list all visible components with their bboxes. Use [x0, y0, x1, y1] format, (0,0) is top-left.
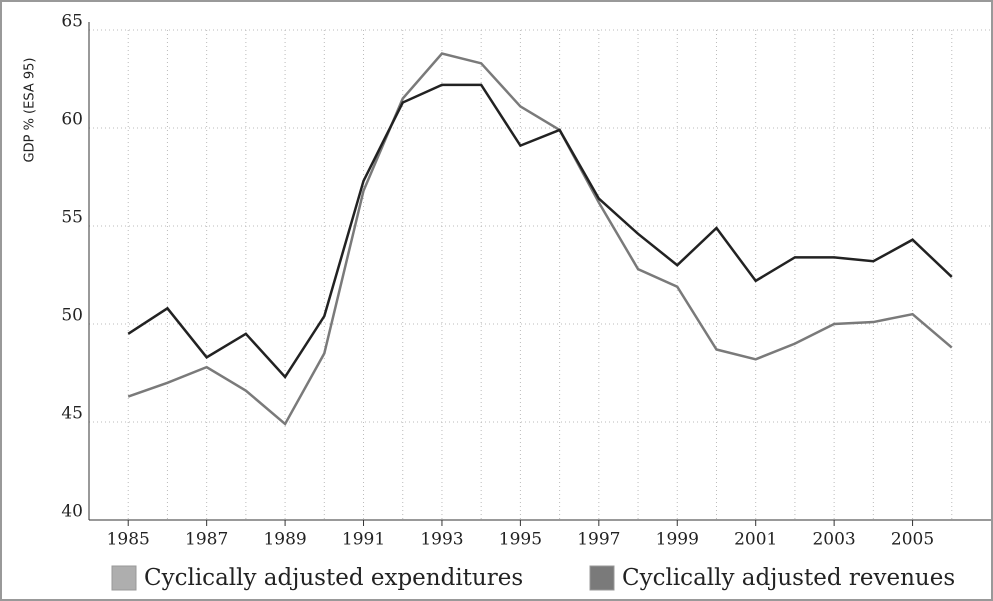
x-tick-label: 1999	[656, 530, 699, 550]
x-tick-label: 1991	[342, 530, 385, 550]
y-tick-label: 45	[61, 404, 83, 424]
x-tick-label: 2005	[891, 530, 934, 550]
x-tick-label: 1993	[420, 530, 463, 550]
y-tick-label: 60	[61, 110, 83, 130]
legend-label: Cyclically adjusted expenditures	[144, 565, 523, 591]
y-tick-label: 55	[61, 208, 83, 228]
y-tick-label: 40	[61, 502, 83, 522]
x-tick-label: 1987	[185, 530, 228, 550]
x-tick-label: 2003	[812, 530, 855, 550]
x-tick-label: 1995	[499, 530, 542, 550]
x-tick-label: 1985	[107, 530, 150, 550]
legend-label: Cyclically adjusted revenues	[622, 565, 955, 591]
y-tick-label: 50	[61, 306, 83, 326]
legend-swatch	[111, 565, 137, 591]
y-axis-label: GDP % (ESA 95)	[23, 58, 38, 163]
legend-swatch	[589, 565, 615, 591]
x-tick-label: 1997	[577, 530, 620, 550]
y-tick-label: 65	[61, 12, 83, 32]
x-tick-label: 1989	[263, 530, 306, 550]
series-line	[127, 83, 953, 379]
series-line	[127, 52, 953, 426]
x-tick-label: 2001	[734, 530, 777, 550]
